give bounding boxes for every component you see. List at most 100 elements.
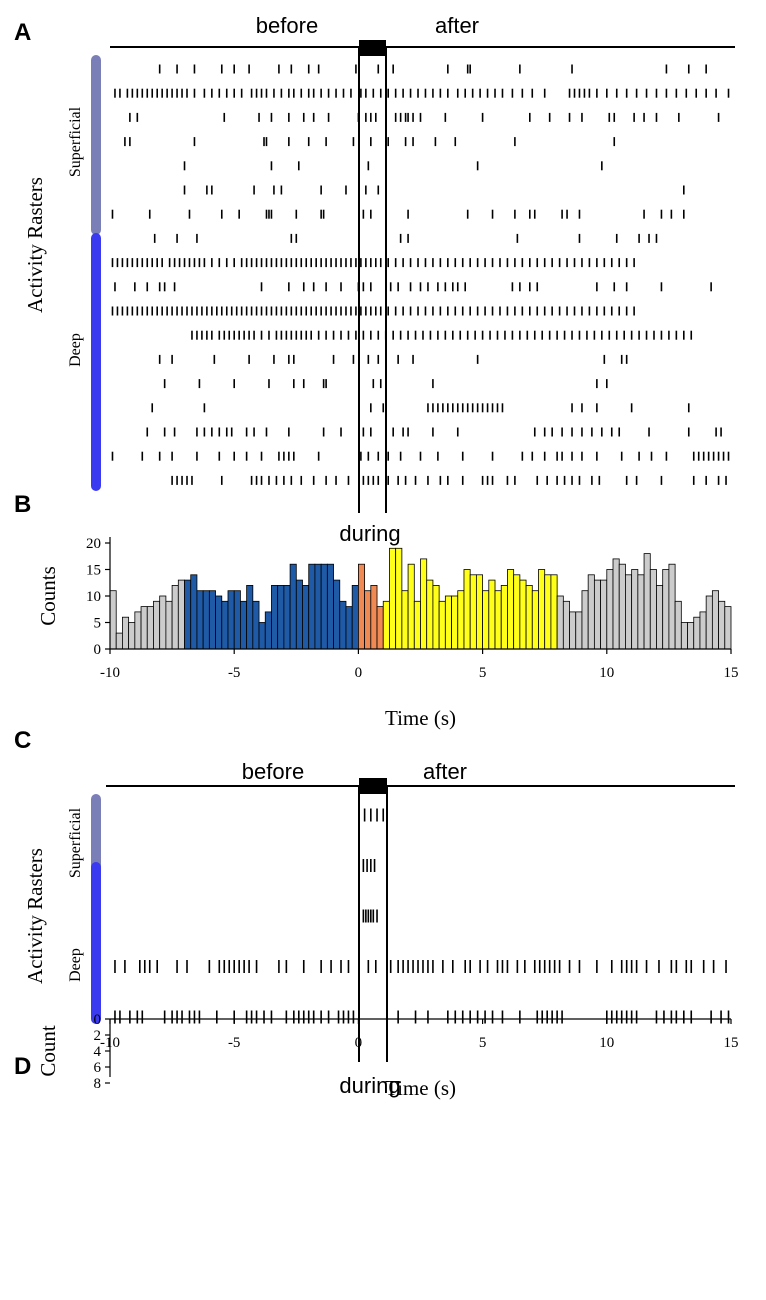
x-tick-label-d-10: 10 xyxy=(599,1035,614,1051)
bar-b-83 xyxy=(625,574,633,650)
y-axis-label-b: Counts xyxy=(36,566,60,626)
bar-b-94 xyxy=(693,616,701,650)
x-axis-label-b: Time (s) xyxy=(385,706,456,730)
bar-b-98 xyxy=(718,600,726,650)
x-tick-label-d-15: 15 xyxy=(724,1035,739,1051)
bar-b-15 xyxy=(202,590,210,650)
y-label-a: Activity Rasters xyxy=(23,177,47,313)
bar-b-79 xyxy=(600,579,608,650)
bar-b-75 xyxy=(575,611,583,650)
bar-b-29 xyxy=(289,563,297,650)
bar-b-28 xyxy=(283,585,291,650)
bar-b-40 xyxy=(357,563,366,650)
bar-b-71 xyxy=(550,574,558,650)
bar-b-81 xyxy=(612,558,620,650)
stim-bar-a xyxy=(359,40,386,56)
bar-b-62 xyxy=(494,590,502,650)
bar-b-78 xyxy=(593,579,601,650)
bar-b-16 xyxy=(208,590,216,650)
bar-b-64 xyxy=(507,569,515,650)
bar-b-65 xyxy=(513,574,521,650)
panel-label-a: A xyxy=(14,19,31,46)
bar-b-48 xyxy=(407,563,415,650)
bar-b-38 xyxy=(345,606,353,650)
bar-b-58 xyxy=(469,574,477,650)
raster-c xyxy=(114,808,730,1024)
x-tick-label-b-5: 5 xyxy=(479,665,487,681)
bar-b-80 xyxy=(606,569,614,650)
bar-b-72 xyxy=(556,595,564,650)
bar-b-54 xyxy=(444,595,452,650)
bar-b-52 xyxy=(432,585,440,650)
bar-b-31 xyxy=(302,585,310,650)
bar-b-63 xyxy=(500,585,508,650)
bar-b-22 xyxy=(246,585,254,650)
x-tick-label-b-15: 15 xyxy=(724,665,739,681)
panel-label-d: D xyxy=(14,1053,31,1080)
before-label-a: before xyxy=(256,13,318,38)
y-tick-label-b-15: 15 xyxy=(86,563,101,579)
bar-b-51 xyxy=(426,579,434,650)
bar-b-89 xyxy=(662,569,670,650)
bar-b-30 xyxy=(295,579,303,650)
bar-b-77 xyxy=(587,574,595,650)
bar-b-91 xyxy=(674,600,682,650)
y-tick-label-b-5: 5 xyxy=(94,616,102,632)
bar-b-57 xyxy=(463,569,471,650)
stim-bar-c xyxy=(359,778,387,794)
deep-label-c: Deep xyxy=(67,948,84,982)
bar-b-55 xyxy=(451,595,459,650)
bar-b-23 xyxy=(252,600,260,650)
x-tick-label-b-10: 10 xyxy=(599,665,614,681)
x-tick-label-b-0: 0 xyxy=(355,665,363,681)
after-label-a: after xyxy=(435,13,479,38)
x-tick-label-d-0: 0 xyxy=(355,1035,363,1051)
bar-b-86 xyxy=(643,553,651,650)
bar-b-41 xyxy=(364,590,372,650)
bar-b-92 xyxy=(680,622,688,650)
bar-b-85 xyxy=(637,574,645,650)
bar-b-35 xyxy=(326,563,334,650)
bar-b-6 xyxy=(146,606,154,650)
bar-b-43 xyxy=(376,606,384,650)
x-tick-label-b--5: -5 xyxy=(228,665,241,681)
y-tick-label-d-0: 0 xyxy=(94,1012,102,1028)
bar-b-70 xyxy=(544,574,552,650)
bar-b-32 xyxy=(308,563,316,650)
superficial-label-a: Superficial xyxy=(67,106,84,177)
bar-b-11 xyxy=(177,579,185,650)
bar-b-7 xyxy=(153,600,161,650)
bar-b-1 xyxy=(115,632,123,650)
bar-b-34 xyxy=(320,563,328,650)
before-label-c: before xyxy=(242,759,304,784)
bar-b-76 xyxy=(581,590,589,650)
bar-b-8 xyxy=(159,595,167,650)
raster-a xyxy=(111,64,730,485)
bar-b-39 xyxy=(351,585,359,650)
histogram-b: 0 5 10 15 20 -10 -5 0 5 10 15 Time (s) Counts xyxy=(36,536,739,730)
bar-b-74 xyxy=(569,611,577,650)
deep-label-a: Deep xyxy=(67,333,84,367)
panel-label-c: C xyxy=(14,727,31,754)
bar-b-36 xyxy=(333,579,341,650)
bar-b-93 xyxy=(687,622,695,650)
during-label-b: during xyxy=(339,521,400,546)
bar-b-3 xyxy=(128,622,136,650)
x-tick-label-d--10: -10 xyxy=(100,1035,120,1051)
bar-b-17 xyxy=(215,595,223,650)
y-tick-label-d-6: 6 xyxy=(94,1060,102,1076)
bar-b-50 xyxy=(420,558,428,650)
bar-b-25 xyxy=(264,611,272,650)
bar-b-59 xyxy=(475,574,484,650)
bar-b-56 xyxy=(457,590,465,650)
y-tick-label-d-8: 8 xyxy=(94,1076,102,1092)
x-tick-label-d--5: -5 xyxy=(228,1035,241,1051)
bar-b-99 xyxy=(724,606,732,650)
y-tick-label-b-10: 10 xyxy=(86,589,101,605)
deep-bar-a xyxy=(91,233,101,491)
bar-b-14 xyxy=(196,590,204,650)
bar-b-87 xyxy=(649,569,657,650)
bar-b-26 xyxy=(271,585,279,650)
